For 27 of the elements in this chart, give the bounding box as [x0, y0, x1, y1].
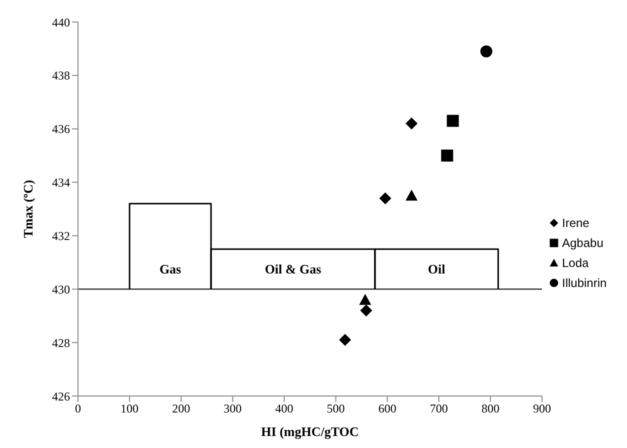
y-tick-label: 440: [52, 15, 70, 30]
annotation: Oil & Gas: [264, 262, 322, 277]
y-tick-label: 438: [52, 68, 70, 83]
x-tick-label: 300: [224, 402, 242, 416]
x-tick-label: 800: [481, 402, 500, 416]
y-tick-label: 436: [52, 122, 70, 136]
y-axis-title: Tmax (ºC): [20, 180, 36, 238]
legend-label: Loda: [562, 255, 589, 272]
annotation: Gas: [159, 262, 182, 277]
x-tick-label: 200: [172, 402, 190, 416]
x-tick-label: 700: [430, 402, 448, 416]
y-tick-label: 428: [52, 336, 70, 350]
x-tick-label: 0: [75, 402, 81, 416]
y-tick-label: 430: [52, 282, 70, 296]
y-tick-label: 426: [52, 389, 70, 404]
legend-label: Irene: [562, 215, 590, 232]
annotation: Oil: [428, 262, 446, 277]
legend-label: Agbabu: [562, 235, 604, 252]
x-tick-label: 600: [378, 402, 396, 416]
x-tick-label: 400: [275, 402, 294, 416]
x-tick-label: 900: [533, 402, 551, 416]
x-tick-label: 500: [326, 402, 345, 416]
y-tick-label: 432: [52, 228, 70, 243]
x-axis-title: HI (mgHC/gTOC: [261, 424, 359, 439]
y-tick-label: 434: [52, 176, 70, 190]
legend-label: Illubinrin: [562, 275, 607, 292]
x-tick-label: 100: [120, 402, 139, 416]
